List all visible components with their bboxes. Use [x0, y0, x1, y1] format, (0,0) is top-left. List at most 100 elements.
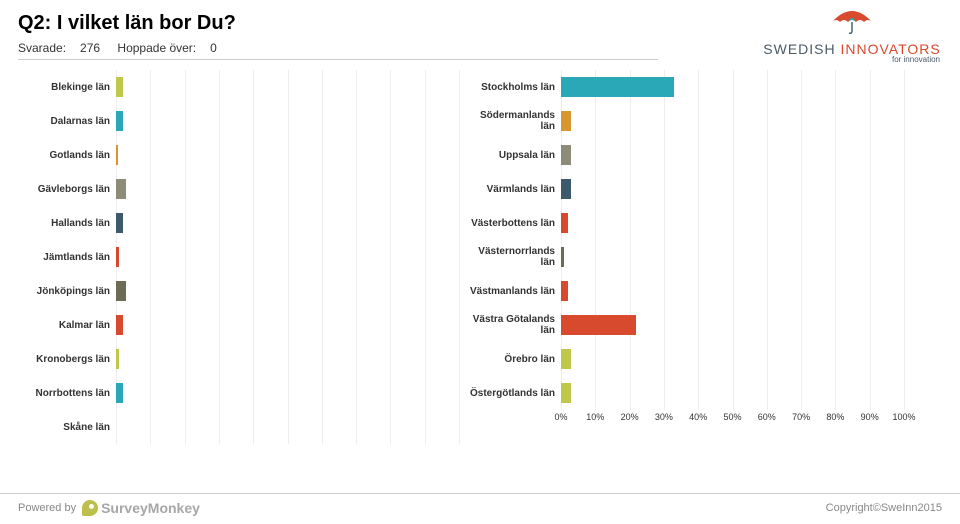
axis-tick: 90% — [861, 412, 879, 422]
answered-count: 276 — [80, 41, 100, 55]
bar-track — [561, 342, 904, 376]
bar-row: Hallands län — [24, 206, 459, 240]
bar — [561, 77, 674, 97]
bar — [116, 77, 123, 97]
bar-row: Södermanlands län — [469, 104, 904, 138]
bar-row: Västernorrlands län — [469, 240, 904, 274]
bar-track — [561, 240, 904, 274]
skipped-label: Hoppade över: — [117, 41, 196, 55]
bar — [561, 247, 564, 267]
bar-label: Södermanlands län — [469, 110, 561, 132]
brand-logo: SWEDISH INNOVATORS for innovation — [762, 8, 942, 64]
bar-track — [116, 138, 459, 172]
bar-track — [116, 342, 459, 376]
bar-track — [116, 240, 459, 274]
bar-row: Skåne län — [24, 410, 459, 444]
bar — [116, 247, 119, 267]
bar — [561, 145, 571, 165]
bar-label: Östergötlands län — [469, 388, 561, 399]
x-axis: 0%10%20%30%40%50%60%70%80%90%100% — [469, 410, 904, 428]
response-summary: Svarade:276 Hoppade över:0 — [18, 41, 658, 60]
bar-row: Dalarnas län — [24, 104, 459, 138]
bar-row: Örebro län — [469, 342, 904, 376]
bar-track — [561, 376, 904, 410]
chart-col-left: Blekinge länDalarnas länGotlands länGävl… — [24, 70, 459, 444]
surveymonkey-logo: SurveyMonkey — [82, 500, 200, 516]
footer-left: Powered by SurveyMonkey — [18, 500, 200, 516]
bar-row: Östergötlands län — [469, 376, 904, 410]
bar-label: Kronobergs län — [24, 354, 116, 365]
bar-row: Jämtlands län — [24, 240, 459, 274]
bar-row: Västerbottens län — [469, 206, 904, 240]
powered-by-label: Powered by — [18, 502, 76, 514]
bar — [116, 383, 123, 403]
bar-track — [561, 138, 904, 172]
bar-label: Kalmar län — [24, 320, 116, 331]
bar — [561, 213, 568, 233]
bar-label: Örebro län — [469, 354, 561, 365]
footer: Powered by SurveyMonkey Copyright©SweInn… — [0, 493, 960, 516]
bar-label: Uppsala län — [469, 150, 561, 161]
bar-track — [561, 206, 904, 240]
bar — [561, 349, 571, 369]
bar-row: Västra Götalands län — [469, 308, 904, 342]
bar-track — [116, 410, 459, 444]
bar-row: Jönköpings län — [24, 274, 459, 308]
bar-track — [116, 172, 459, 206]
skipped-count: 0 — [210, 41, 217, 55]
bar — [116, 281, 126, 301]
axis-tick: 70% — [792, 412, 810, 422]
chart-col-right: Stockholms län Södermanlands län Uppsala l… — [469, 70, 904, 444]
bar-track — [561, 308, 904, 342]
bar-label: Västerbottens län — [469, 218, 561, 229]
bar-track — [116, 206, 459, 240]
bar-row: Stockholms län — [469, 70, 904, 104]
axis-tick: 0% — [554, 412, 567, 422]
bar-label: Dalarnas län — [24, 116, 116, 127]
bar-row: Norrbottens län — [24, 376, 459, 410]
axis-tick: 30% — [655, 412, 673, 422]
charts-container: Blekinge länDalarnas länGotlands länGävl… — [0, 66, 960, 444]
bar — [116, 179, 126, 199]
bar-row: Gävleborgs län — [24, 172, 459, 206]
axis-tick: 40% — [689, 412, 707, 422]
bar-row: Västmanlands län — [469, 274, 904, 308]
bar-track — [116, 308, 459, 342]
bar-label: Gotlands län — [24, 150, 116, 161]
bar-label: Jönköpings län — [24, 286, 116, 297]
bar-label: Västernorrlands län — [469, 246, 561, 268]
bar-row: Kronobergs län — [24, 342, 459, 376]
bar-row: Kalmar län — [24, 308, 459, 342]
bar-label: Gävleborgs län — [24, 184, 116, 195]
axis-tick: 50% — [723, 412, 741, 422]
logo-text-a: SWEDISH — [763, 41, 840, 57]
axis-tick: 10% — [586, 412, 604, 422]
axis-tick: 20% — [621, 412, 639, 422]
umbrella-icon — [830, 8, 874, 39]
bar — [561, 179, 571, 199]
bar — [116, 111, 123, 131]
bar-track — [116, 376, 459, 410]
bar-row: Värmlands län — [469, 172, 904, 206]
bar-track — [116, 104, 459, 138]
bar-track — [116, 70, 459, 104]
bar-label: Norrbottens län — [24, 388, 116, 399]
bar-label: Skåne län — [24, 422, 116, 433]
bar — [561, 281, 568, 301]
bar — [561, 383, 571, 403]
copyright-text: Copyright©SweInn2015 — [826, 502, 942, 514]
bar-track — [116, 274, 459, 308]
bar-row: Uppsala län — [469, 138, 904, 172]
bar-label: Stockholms län — [469, 82, 561, 93]
bar-track — [561, 104, 904, 138]
surveymonkey-text: SurveyMonkey — [101, 500, 200, 516]
bar-track — [561, 70, 904, 104]
bar-label: Västmanlands län — [469, 286, 561, 297]
bar-label: Värmlands län — [469, 184, 561, 195]
bar-row: Gotlands län — [24, 138, 459, 172]
bar-track — [561, 274, 904, 308]
bar-track — [561, 172, 904, 206]
bar — [116, 213, 123, 233]
bar — [561, 315, 636, 335]
bar-label: Hallands län — [24, 218, 116, 229]
